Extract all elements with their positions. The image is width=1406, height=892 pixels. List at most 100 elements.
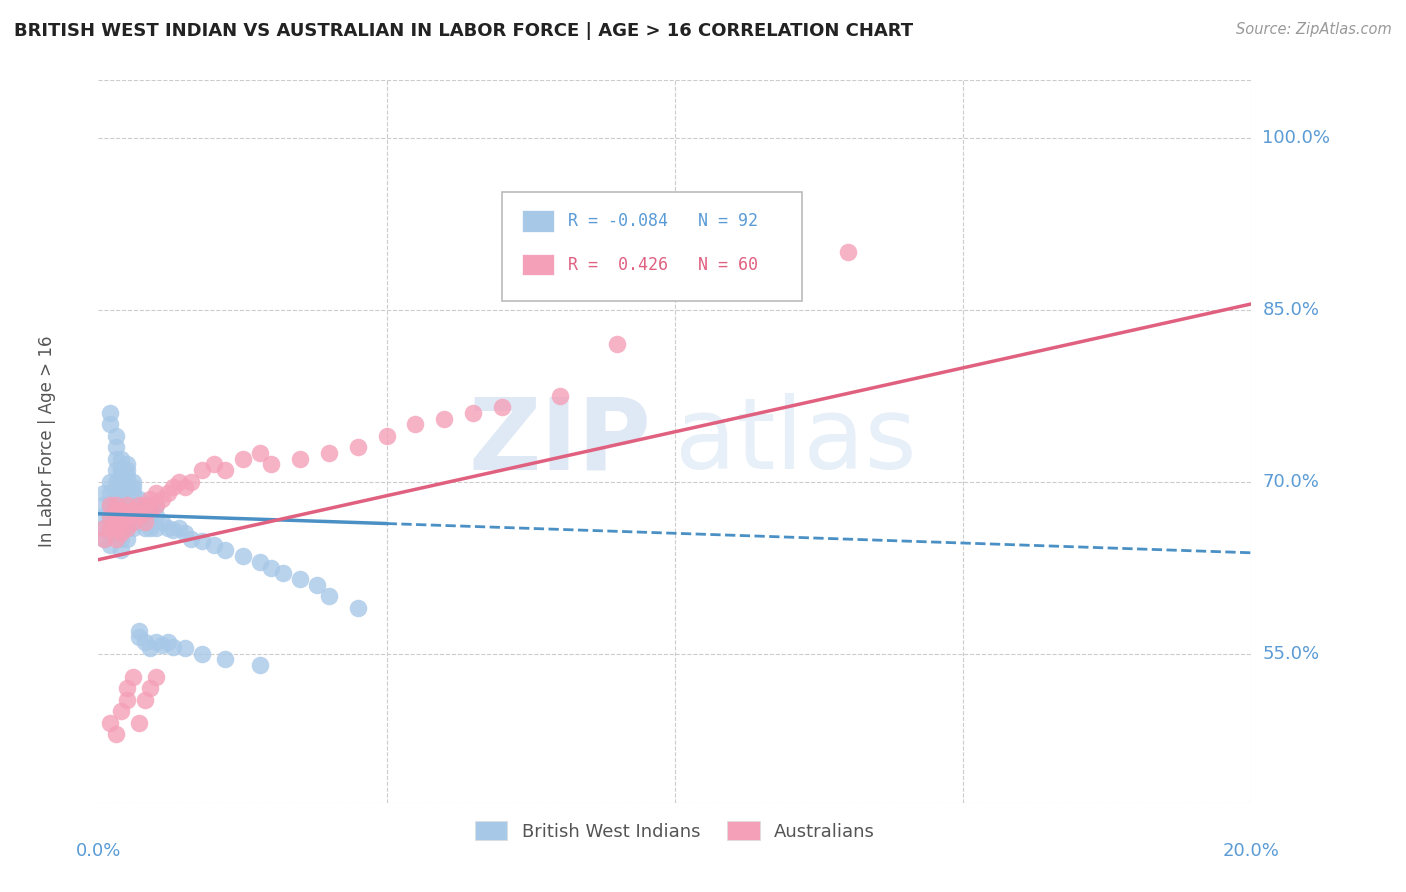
- Point: [174, 640, 197, 655]
- Text: R = -0.084   N = 92: R = -0.084 N = 92: [568, 212, 758, 230]
- Point: [122, 475, 145, 489]
- Point: [122, 515, 145, 529]
- Point: [405, 417, 427, 432]
- Point: [180, 532, 202, 546]
- Point: [128, 498, 150, 512]
- Point: [139, 509, 162, 524]
- Point: [98, 498, 121, 512]
- Point: [214, 652, 236, 666]
- Point: [93, 486, 115, 500]
- Point: [180, 475, 202, 489]
- Point: [117, 520, 139, 534]
- Point: [104, 503, 127, 517]
- Point: [117, 458, 139, 472]
- Point: [162, 523, 184, 537]
- Point: [128, 630, 150, 644]
- Point: [249, 555, 271, 569]
- Point: [110, 475, 132, 489]
- Point: [150, 638, 173, 652]
- Point: [318, 446, 340, 460]
- Point: [104, 509, 127, 524]
- Point: [93, 520, 115, 534]
- Point: [145, 670, 167, 684]
- Point: [145, 635, 167, 649]
- Point: [110, 509, 132, 524]
- Point: [110, 463, 132, 477]
- Point: [134, 692, 156, 706]
- Point: [128, 503, 150, 517]
- Point: [461, 406, 484, 420]
- Point: [139, 681, 162, 695]
- FancyBboxPatch shape: [502, 193, 801, 301]
- Point: [139, 640, 162, 655]
- Point: [249, 658, 271, 673]
- Point: [110, 543, 132, 558]
- Point: [134, 515, 156, 529]
- Point: [214, 543, 236, 558]
- Point: [93, 498, 115, 512]
- Point: [122, 520, 145, 534]
- Point: [145, 509, 167, 524]
- Point: [202, 538, 225, 552]
- Point: [156, 486, 179, 500]
- Point: [117, 509, 139, 524]
- Point: [606, 337, 628, 351]
- Text: 100.0%: 100.0%: [1263, 128, 1330, 146]
- Point: [110, 704, 132, 718]
- Point: [318, 590, 340, 604]
- Point: [110, 526, 132, 541]
- Point: [290, 572, 312, 586]
- Point: [167, 520, 190, 534]
- Text: 20.0%: 20.0%: [1223, 842, 1279, 860]
- Text: In Labor Force | Age > 16: In Labor Force | Age > 16: [38, 335, 56, 548]
- Point: [104, 520, 127, 534]
- Text: atlas: atlas: [675, 393, 917, 490]
- Point: [104, 509, 127, 524]
- Point: [104, 486, 127, 500]
- Point: [98, 475, 121, 489]
- Point: [104, 440, 127, 454]
- Point: [98, 417, 121, 432]
- Point: [134, 520, 156, 534]
- Point: [110, 520, 132, 534]
- Point: [214, 463, 236, 477]
- Text: 55.0%: 55.0%: [1263, 645, 1320, 663]
- Text: BRITISH WEST INDIAN VS AUSTRALIAN IN LABOR FORCE | AGE > 16 CORRELATION CHART: BRITISH WEST INDIAN VS AUSTRALIAN IN LAB…: [14, 22, 912, 40]
- Point: [98, 520, 121, 534]
- Point: [104, 498, 127, 512]
- Point: [191, 534, 214, 549]
- Point: [191, 463, 214, 477]
- Point: [128, 715, 150, 730]
- Point: [104, 451, 127, 466]
- Point: [104, 463, 127, 477]
- Point: [98, 538, 121, 552]
- Text: ZIP: ZIP: [470, 393, 652, 490]
- Point: [117, 486, 139, 500]
- Point: [491, 400, 513, 414]
- Text: R =  0.426   N = 60: R = 0.426 N = 60: [568, 255, 758, 274]
- Point: [307, 578, 329, 592]
- Point: [174, 480, 197, 494]
- Point: [134, 498, 156, 512]
- Point: [128, 509, 150, 524]
- Point: [145, 520, 167, 534]
- Point: [93, 532, 115, 546]
- Point: [162, 480, 184, 494]
- Point: [122, 498, 145, 512]
- Point: [139, 520, 162, 534]
- Point: [104, 532, 127, 546]
- Point: [202, 458, 225, 472]
- Point: [548, 389, 571, 403]
- Point: [134, 498, 156, 512]
- Point: [98, 520, 121, 534]
- Point: [98, 515, 121, 529]
- Point: [98, 509, 121, 524]
- Point: [290, 451, 312, 466]
- Point: [156, 520, 179, 534]
- Point: [249, 446, 271, 460]
- Point: [162, 640, 184, 654]
- Point: [128, 624, 150, 638]
- Point: [271, 566, 294, 581]
- Point: [122, 486, 145, 500]
- Point: [156, 635, 179, 649]
